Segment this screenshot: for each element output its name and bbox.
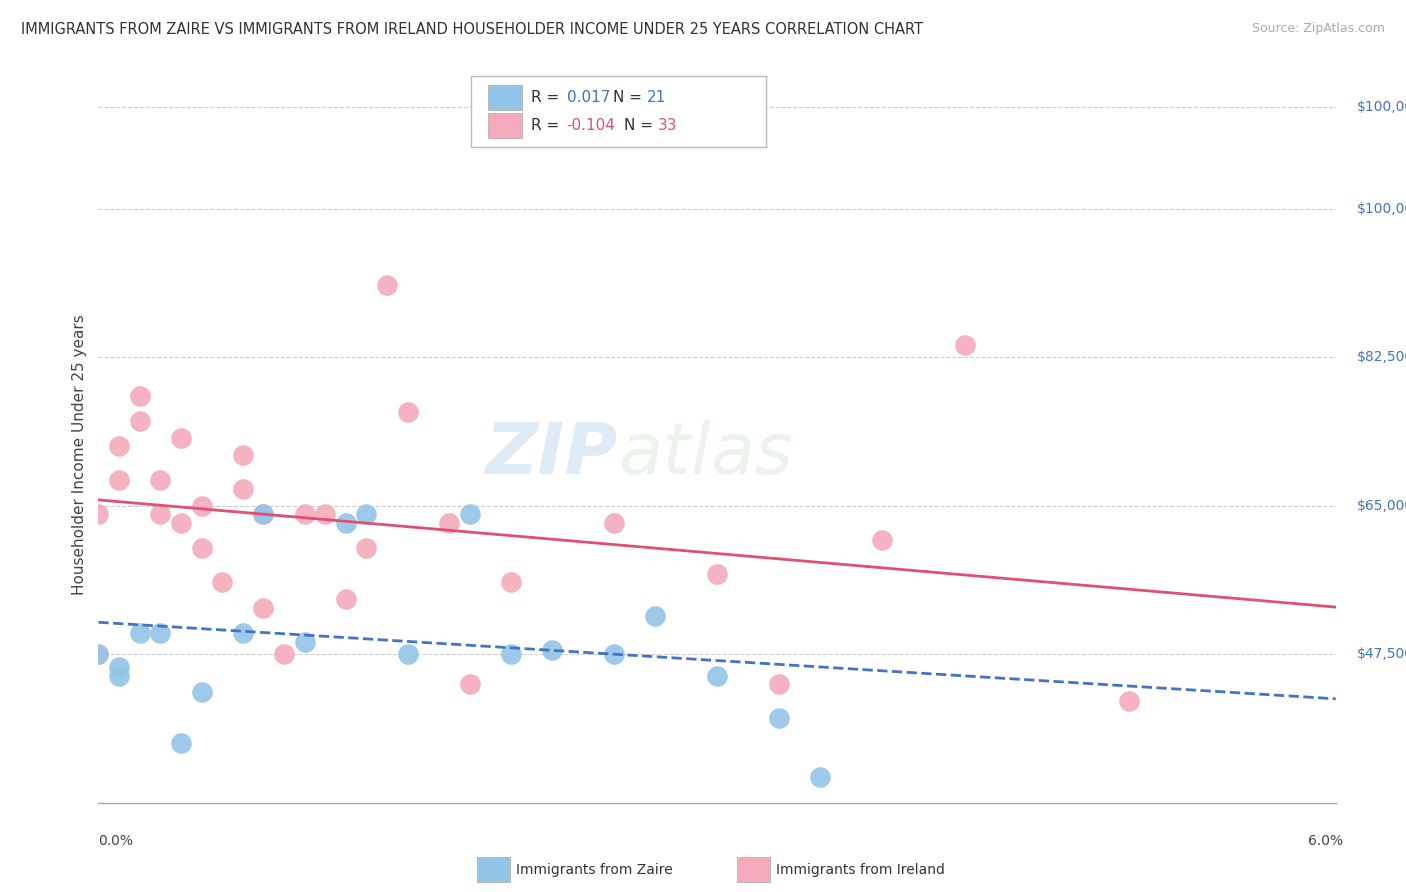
Point [128, 626, 150, 640]
Point [541, 643, 564, 657]
Text: 33: 33 [658, 118, 678, 133]
Point [170, 431, 193, 445]
Point [603, 648, 626, 662]
Point [808, 770, 831, 784]
Point [499, 575, 522, 590]
Point [294, 508, 316, 522]
Text: 21: 21 [647, 90, 666, 105]
Y-axis label: Householder Income Under 25 years: Householder Income Under 25 years [72, 315, 87, 595]
Text: N =: N = [613, 90, 643, 105]
Text: $100,000: $100,000 [1357, 202, 1406, 216]
Point [335, 592, 357, 607]
Text: IMMIGRANTS FROM ZAIRE VS IMMIGRANTS FROM IRELAND HOUSEHOLDER INCOME UNDER 25 YEA: IMMIGRANTS FROM ZAIRE VS IMMIGRANTS FROM… [21, 22, 924, 37]
Point [294, 634, 316, 648]
Text: Immigrants from Zaire: Immigrants from Zaire [516, 863, 672, 877]
Point [396, 405, 419, 419]
Point [87, 508, 110, 522]
Point [252, 508, 274, 522]
Text: R =: R = [531, 118, 560, 133]
Point [644, 609, 666, 624]
Point [108, 660, 131, 674]
Point [953, 337, 976, 351]
Point [458, 677, 481, 691]
Point [87, 648, 110, 662]
Point [314, 508, 336, 522]
Point [768, 711, 790, 725]
Point [211, 575, 233, 590]
Point [149, 474, 172, 488]
Point [170, 516, 193, 530]
Point [190, 685, 212, 699]
Point [603, 516, 626, 530]
Point [356, 541, 378, 556]
Text: 0.017: 0.017 [567, 90, 610, 105]
Point [252, 600, 274, 615]
Point [356, 508, 378, 522]
Text: $65,000: $65,000 [1357, 499, 1406, 513]
Point [128, 414, 150, 428]
Text: -0.104: -0.104 [567, 118, 616, 133]
Point [706, 668, 728, 682]
Point [375, 278, 398, 293]
Point [252, 508, 274, 522]
Point [149, 508, 172, 522]
Point [335, 516, 357, 530]
Point [706, 566, 728, 581]
Point [108, 474, 131, 488]
Text: 6.0%: 6.0% [1308, 834, 1343, 848]
Text: Source: ZipAtlas.com: Source: ZipAtlas.com [1251, 22, 1385, 36]
Text: $100,000: $100,000 [1357, 100, 1406, 114]
Point [149, 626, 172, 640]
Point [128, 388, 150, 402]
Point [232, 448, 254, 462]
Point [108, 439, 131, 453]
Text: $47,500: $47,500 [1357, 648, 1406, 661]
Text: atlas: atlas [619, 420, 793, 490]
Text: R =: R = [531, 90, 560, 105]
Point [870, 533, 893, 547]
Point [108, 668, 131, 682]
Point [273, 648, 295, 662]
Point [437, 516, 460, 530]
Point [768, 677, 790, 691]
Point [232, 482, 254, 496]
Text: 0.0%: 0.0% [98, 834, 134, 848]
Text: Immigrants from Ireland: Immigrants from Ireland [776, 863, 945, 877]
Text: ZIP: ZIP [486, 420, 619, 490]
Point [396, 648, 419, 662]
Point [1118, 694, 1140, 708]
Text: $82,500: $82,500 [1357, 351, 1406, 364]
Point [190, 499, 212, 513]
Point [458, 508, 481, 522]
Point [170, 736, 193, 750]
Text: N =: N = [624, 118, 654, 133]
Point [499, 648, 522, 662]
Point [232, 626, 254, 640]
Point [190, 541, 212, 556]
Point [87, 648, 110, 662]
